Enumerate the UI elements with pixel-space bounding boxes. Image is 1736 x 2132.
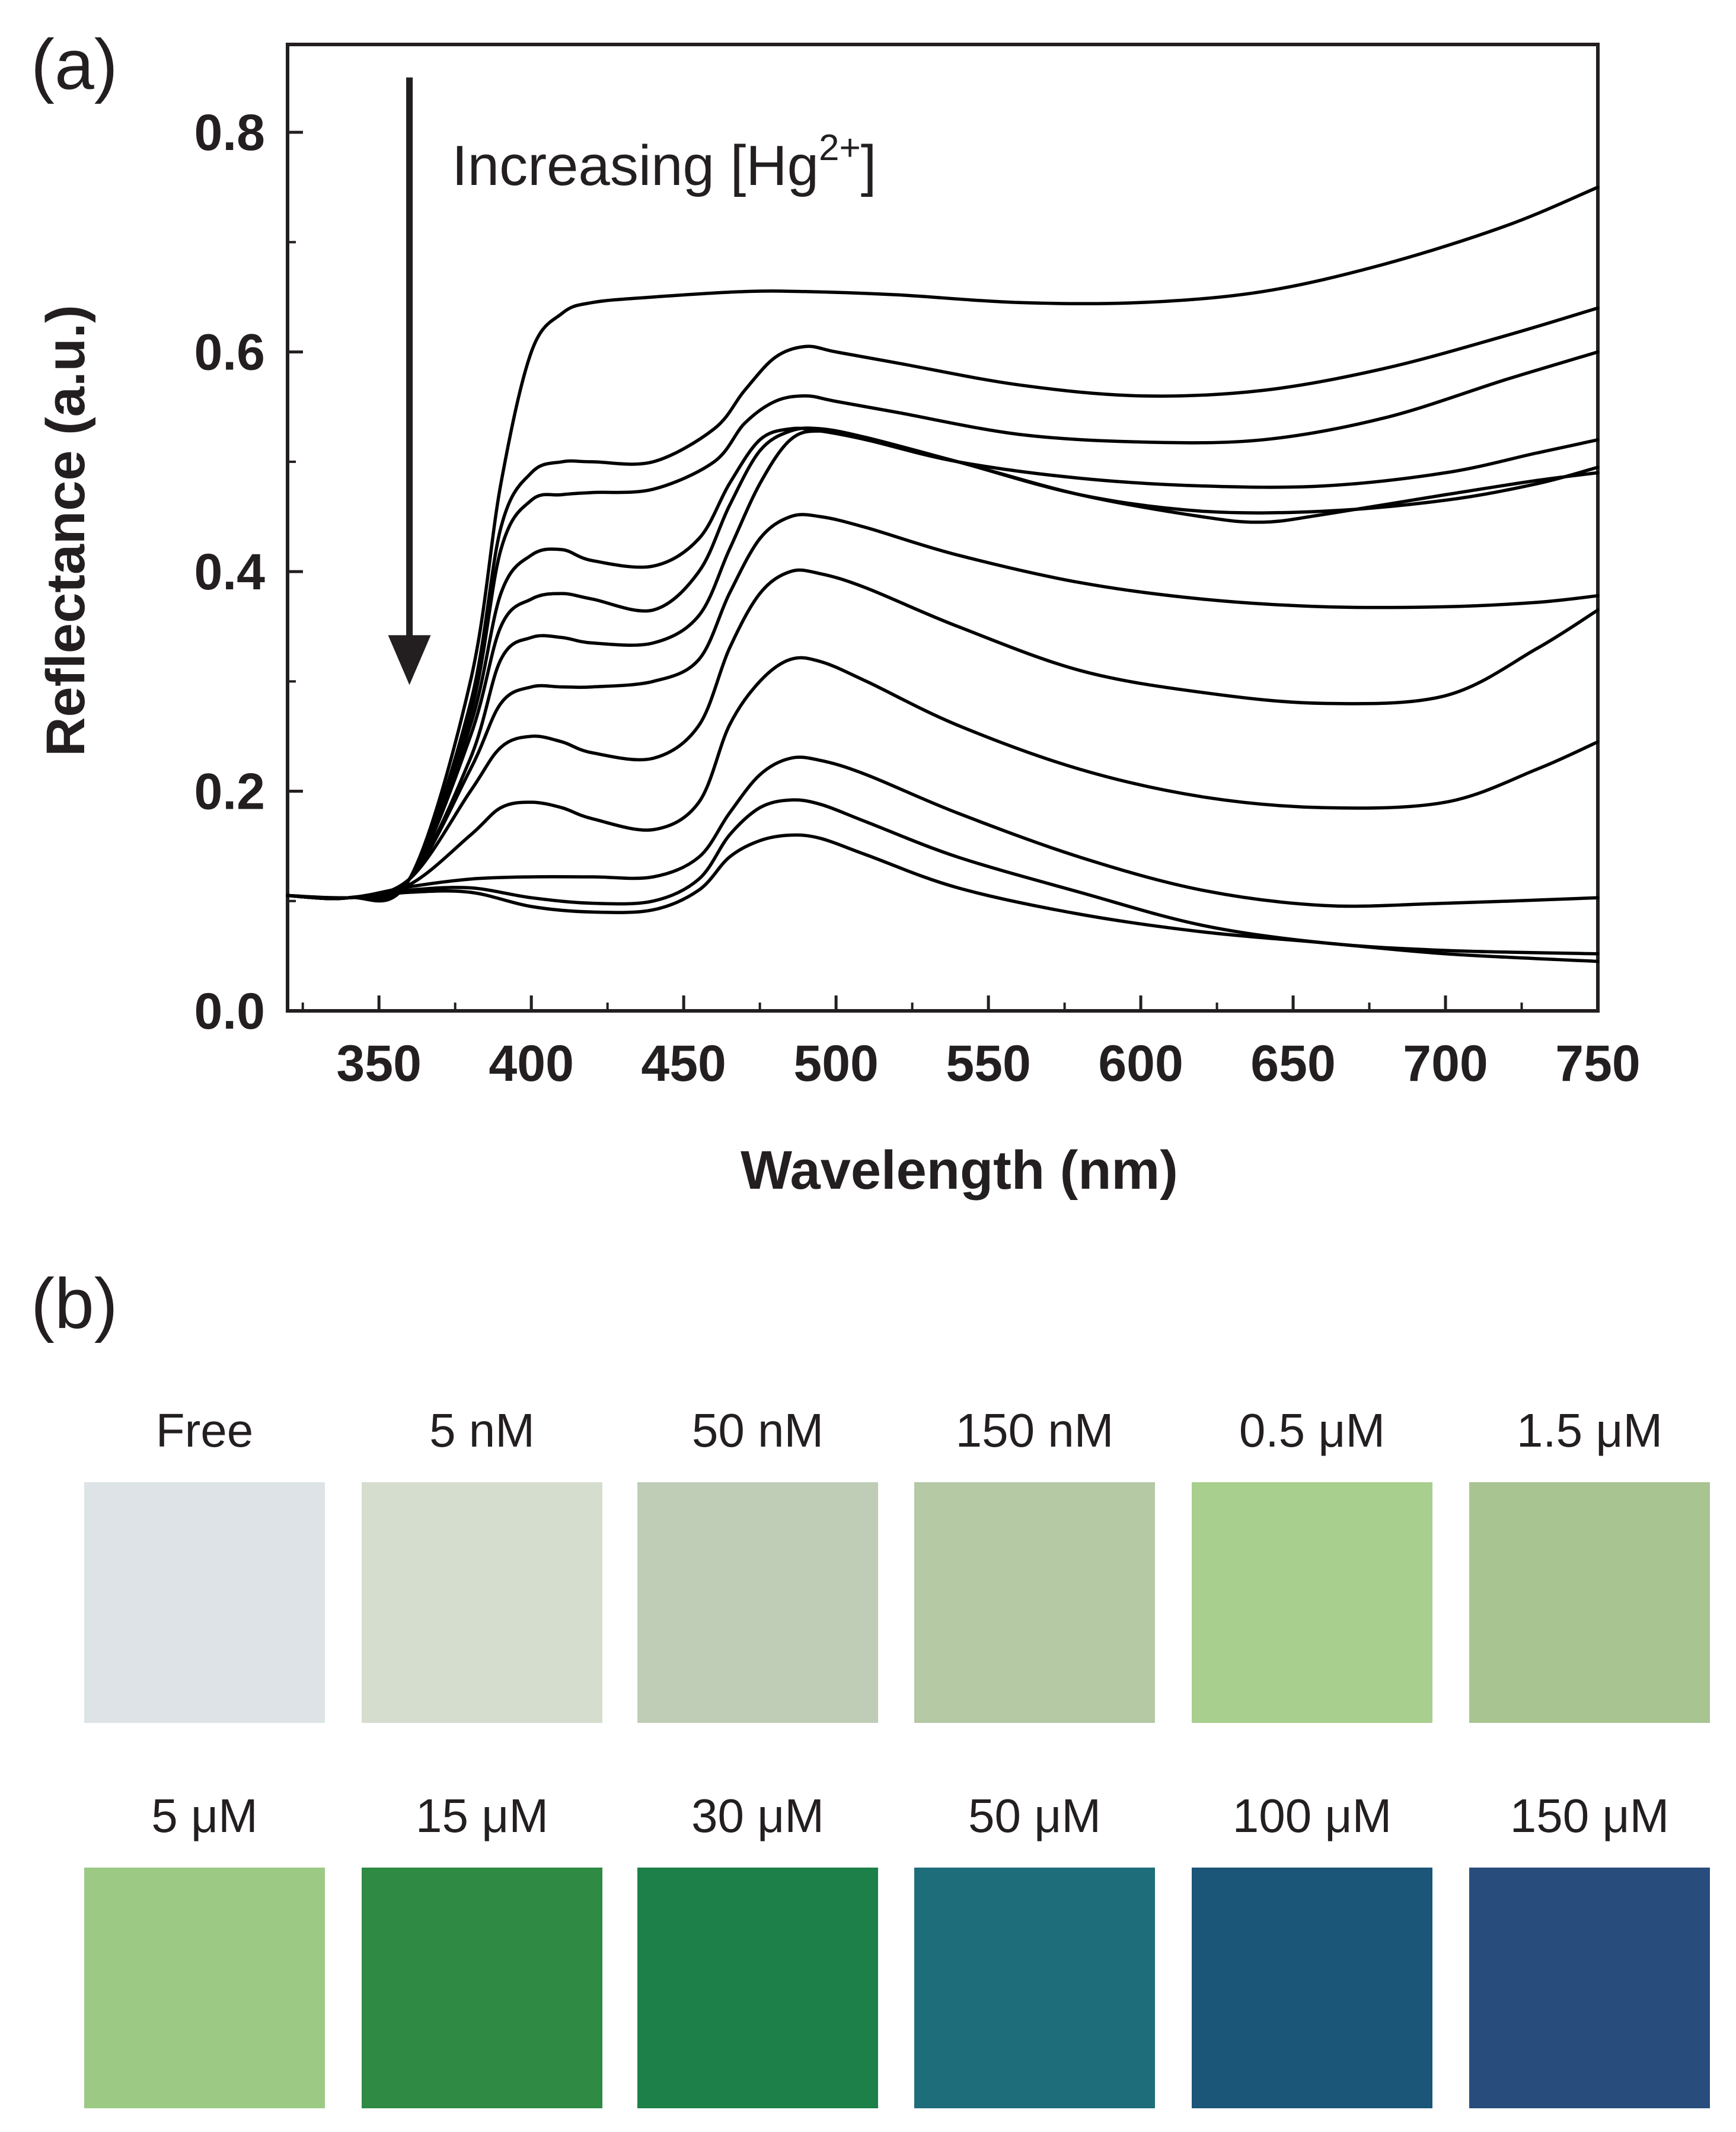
swatch-sample [637, 1482, 878, 1723]
swatch-sample [1469, 1482, 1710, 1723]
series-line-7 [286, 513, 1600, 901]
x-axis-title: Wavelength (nm) [741, 1140, 1178, 1201]
x-tick-label: 550 [946, 1035, 1031, 1092]
increasing-arrow-head-icon [388, 635, 431, 685]
x-tick-labels: 350 400 450 500 550 600 650 700 750 [336, 1035, 1640, 1092]
x-tick-label: 450 [641, 1035, 726, 1092]
color-swatches: Free 5 nM 50 nM 150 nM 0.5 μM 1.5 μM 5 μM 15 μM… [84, 1404, 1710, 2108]
series-line-5 [286, 426, 1600, 901]
swatch-sample [362, 1868, 602, 2108]
increasing-hg-annotation: Increasing [Hg2+] [452, 127, 876, 197]
swatch-sample [914, 1868, 1155, 2108]
swatch-sample [362, 1482, 602, 1723]
swatch-label: 50 μM [968, 1789, 1101, 1842]
reflectance-chart: 350 400 450 500 550 600 650 700 750 0.0 0.2 0.4 0.6… [36, 43, 1641, 1201]
series-line-3 [286, 350, 1600, 901]
swatch-sample [914, 1482, 1155, 1723]
y-tick-label: 0.6 [194, 324, 265, 381]
swatch-label: 1.5 μM [1517, 1404, 1662, 1457]
series-line-8 [286, 568, 1600, 901]
annotation-superscript: 2+ [819, 127, 861, 168]
y-tick-label: 0.2 [194, 764, 265, 821]
y-tick-labels: 0.0 0.2 0.4 0.6 0.8 [194, 104, 265, 1040]
swatch-sample [1192, 1482, 1432, 1723]
series-line-1 [286, 186, 1600, 903]
x-tick-label: 500 [793, 1035, 879, 1092]
x-tick-label: 600 [1098, 1035, 1183, 1092]
y-tick-label: 0.0 [194, 983, 265, 1040]
x-tick-label: 700 [1403, 1035, 1488, 1092]
series-line-10 [286, 755, 1600, 908]
annotation-end-text: ] [861, 134, 877, 197]
swatch-label: 50 nM [692, 1404, 824, 1457]
annotation-main-text: Increasing [Hg [452, 134, 819, 197]
swatch-sample [84, 1868, 325, 2108]
swatch-label: 5 nM [429, 1404, 535, 1457]
swatch-sample [84, 1482, 325, 1723]
x-tick-label: 400 [489, 1035, 574, 1092]
swatch-sample [1192, 1868, 1432, 2108]
y-axis-title: Reflectance (a.u.) [36, 305, 96, 757]
series-line-4 [286, 426, 1600, 901]
plot-frame [286, 43, 1600, 1013]
series-line-6 [286, 429, 1600, 901]
x-tick-label: 750 [1555, 1035, 1641, 1092]
swatch-label: 100 μM [1233, 1789, 1392, 1842]
x-tick-label: 350 [336, 1035, 422, 1092]
x-tick-label: 650 [1250, 1035, 1336, 1092]
swatch-label: 150 nM [956, 1404, 1114, 1457]
series-line-9 [286, 656, 1600, 900]
y-tick-label: 0.8 [194, 104, 265, 161]
swatch-label: 15 μM [416, 1789, 548, 1842]
series-line-12 [286, 833, 1600, 963]
spectra-series [286, 186, 1600, 963]
panel-b-label: (b) [31, 1264, 118, 1343]
y-tick-label: 0.4 [194, 544, 265, 601]
swatch-label: Free [156, 1404, 254, 1457]
swatch-sample [637, 1868, 878, 2108]
swatch-label: 0.5 μM [1239, 1404, 1385, 1457]
series-line-2 [286, 306, 1600, 901]
swatch-sample [1469, 1868, 1710, 2108]
panel-a-label: (a) [31, 25, 118, 104]
swatch-label: 150 μM [1510, 1789, 1669, 1842]
swatch-label: 5 μM [151, 1789, 257, 1842]
swatch-label: 30 μM [691, 1789, 824, 1842]
axis-ticks [288, 130, 1600, 1013]
